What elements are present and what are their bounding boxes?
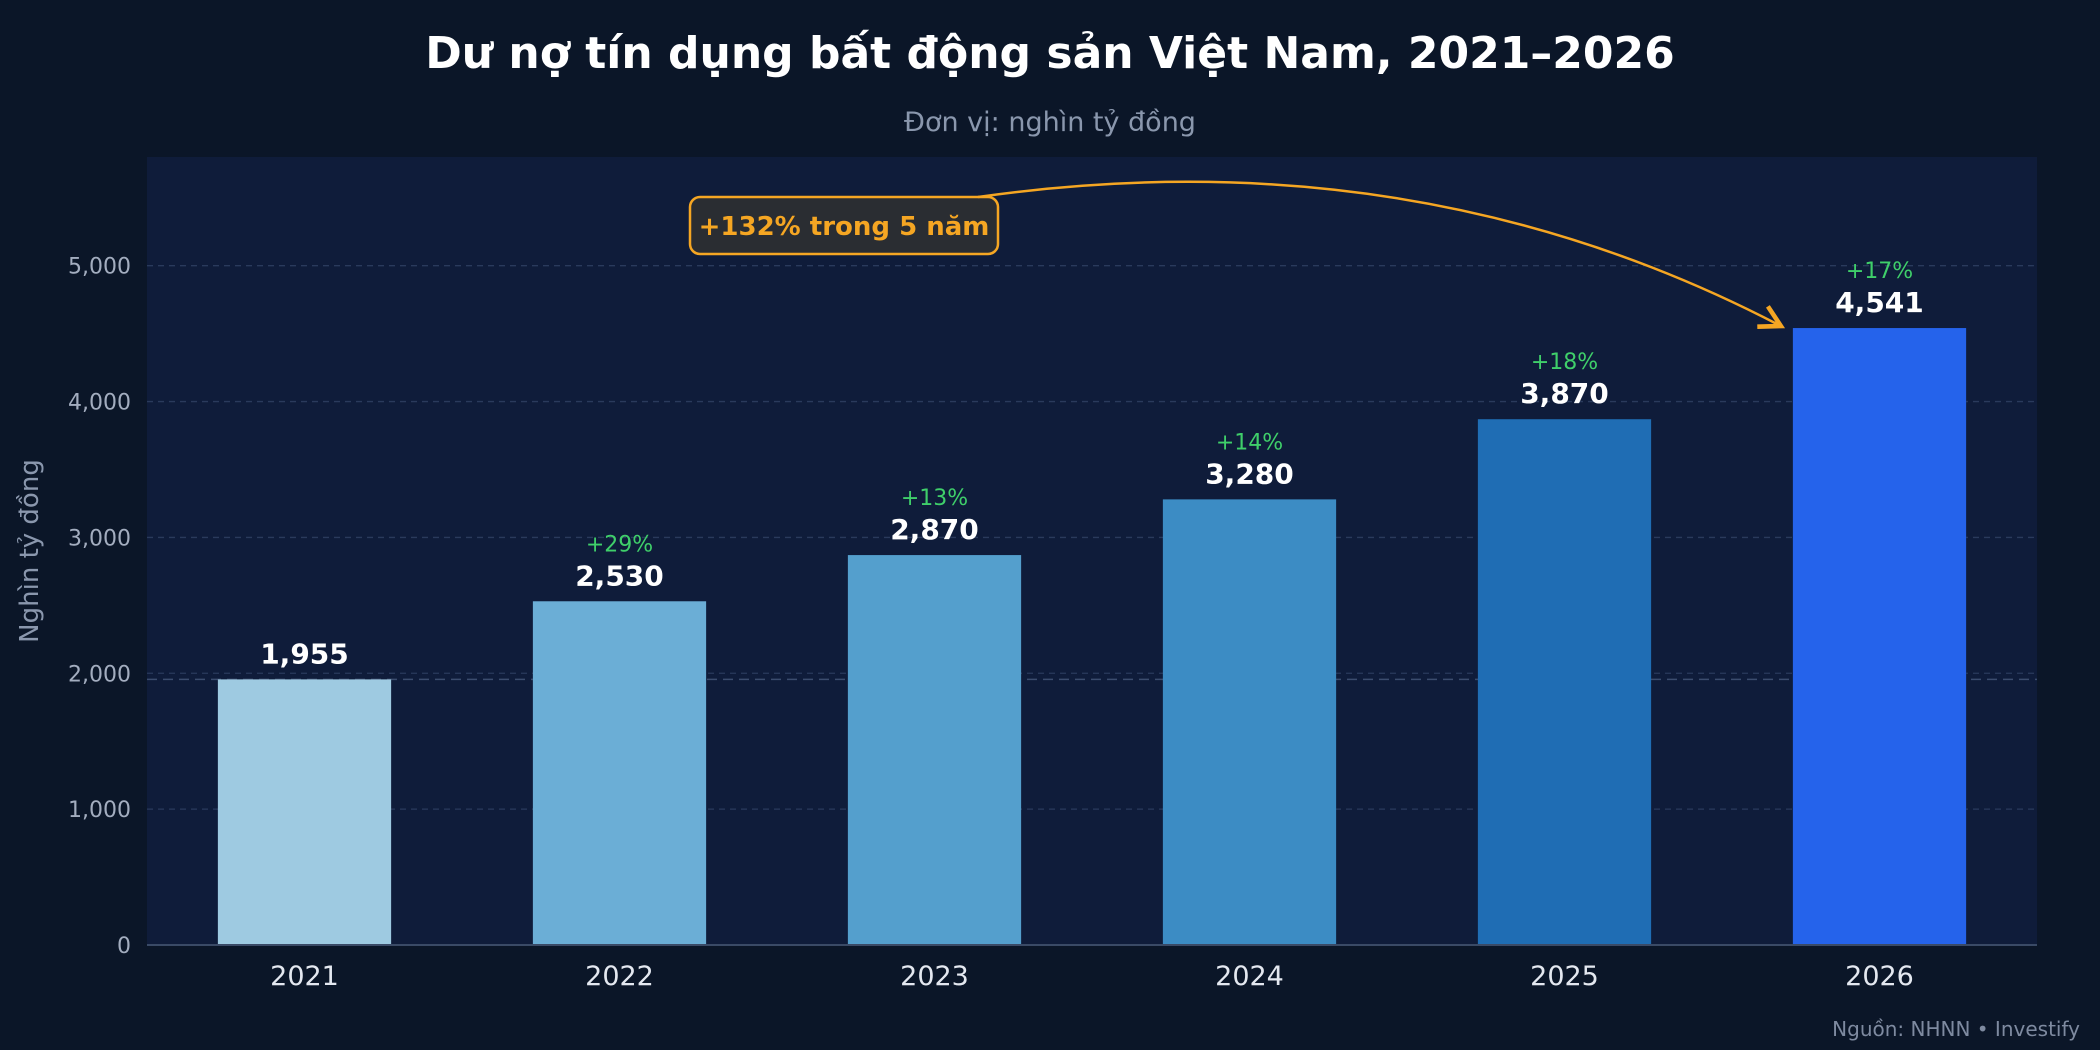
annotation: +132% trong 5 năm — [688, 180, 1781, 326]
x-tick-label: 2022 — [585, 961, 654, 992]
y-tick-label: 4,000 — [68, 391, 131, 416]
x-tick-label: 2021 — [270, 961, 339, 992]
x-tick-label: 2026 — [1845, 961, 1914, 992]
value-label: 3,870 — [1520, 377, 1609, 410]
x-tick-label: 2023 — [900, 961, 969, 992]
annotation-box — [688, 195, 1000, 256]
growth-label: +29% — [586, 532, 653, 557]
x-tick-label: 2024 — [1215, 961, 1284, 992]
growth-label: +18% — [1531, 350, 1598, 375]
bar-2026 — [1792, 328, 1967, 945]
source-note: Nguồn: NHNN • Investify — [1832, 1017, 2080, 1041]
y-tick-label: 2,000 — [68, 662, 131, 687]
chart-subtitle: Đơn vị: nghìn tỷ đồng — [904, 107, 1196, 138]
value-label: 1,955 — [260, 637, 349, 670]
value-label: 3,280 — [1205, 457, 1294, 490]
bar-2021 — [217, 679, 392, 945]
value-label: 4,541 — [1835, 286, 1924, 319]
bar-labels: 1,955 2,530+29% 2,870+13% 3,280+14% 3,870+18… — [260, 259, 1924, 670]
bar-2022 — [532, 601, 707, 945]
bars — [217, 328, 1967, 945]
y-tick-label: 3,000 — [68, 526, 131, 551]
axes: 0 1,000 2,000 3,000 4,000 5,000 2021 2022 2023 20… — [68, 255, 2037, 992]
bar-2024 — [1162, 499, 1337, 945]
annotation-text: +132% trong 5 năm — [699, 212, 990, 242]
y-tick-label: 0 — [117, 934, 131, 959]
chart-title: Dư nợ tín dụng bất động sản Việt Nam, 20… — [425, 28, 1675, 79]
y-tick-label: 1,000 — [68, 798, 131, 823]
y-tick-label: 5,000 — [68, 255, 131, 280]
x-tick-label: 2025 — [1530, 961, 1599, 992]
value-label: 2,870 — [890, 513, 979, 546]
growth-label: +17% — [1846, 259, 1913, 284]
y-axis-title: Nghìn tỷ đồng — [15, 459, 45, 643]
growth-label: +13% — [901, 486, 968, 511]
bar-2023 — [847, 555, 1022, 945]
plot-area — [147, 157, 2037, 945]
gridlines — [147, 265, 2037, 810]
value-label: 2,530 — [575, 559, 664, 592]
annotation-arrow — [977, 180, 1781, 326]
bar-2025 — [1477, 419, 1652, 945]
growth-label: +14% — [1216, 430, 1283, 455]
